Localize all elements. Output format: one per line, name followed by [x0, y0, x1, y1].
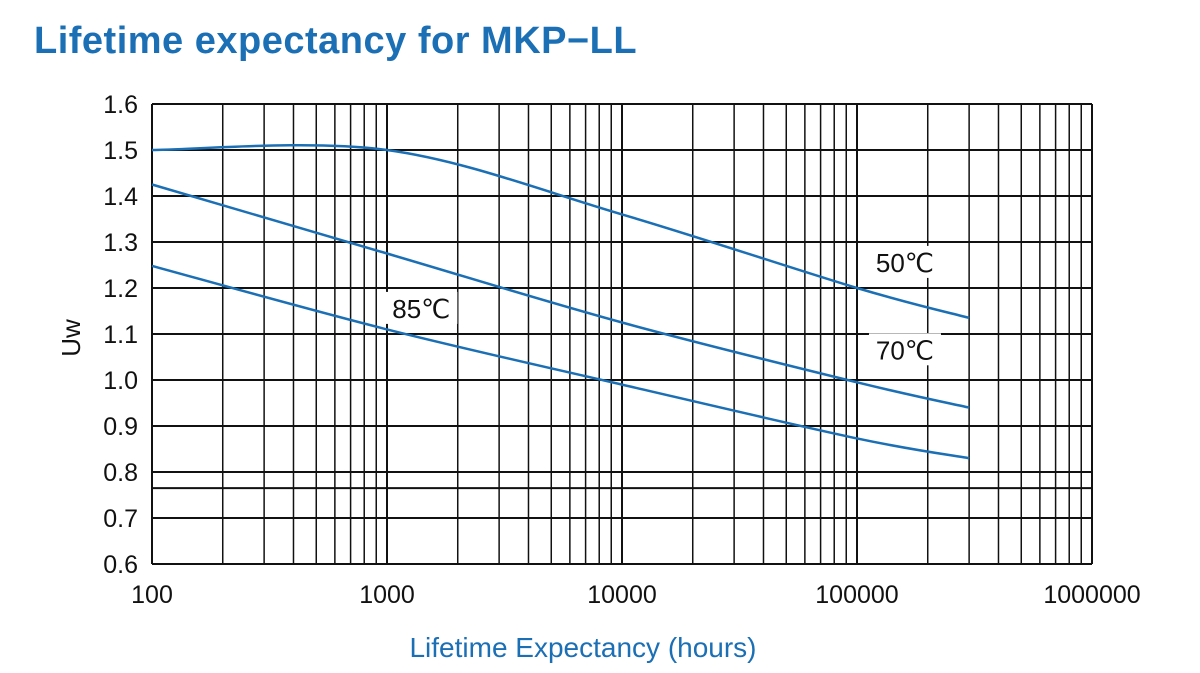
y-tick-label: 1.1 — [103, 321, 138, 349]
y-axis-label: Uw — [56, 319, 86, 357]
series-line-2 — [151, 264, 970, 460]
x-tick-label: 1000000 — [1043, 581, 1140, 609]
y-tick-label: 1.3 — [103, 229, 138, 257]
grid-lines — [151, 103, 1093, 565]
series-line-0 — [151, 143, 970, 320]
y-tick-labels: 1.6 1.5 1.4 1.3 1.2 1.1 1.0 0.9 0.8 0.7 0.6 — [103, 91, 138, 579]
y-tick-label: 0.9 — [103, 413, 138, 441]
y-tick-label: 0.8 — [103, 459, 138, 487]
chart-title: Lifetime expectancy for MKP−LL — [34, 20, 638, 62]
series-label-bg — [385, 291, 458, 324]
y-tick-label: 1.6 — [103, 91, 138, 119]
x-axis-label: Lifetime Expectancy (hours) — [409, 632, 756, 663]
y-tick-label: 0.7 — [103, 505, 138, 533]
y-tick-label: 0.6 — [103, 551, 138, 579]
y-tick-label: 1.5 — [103, 137, 138, 165]
series-label-1: 70℃ — [876, 335, 934, 365]
x-tick-label: 1000 — [359, 581, 415, 609]
x-tick-label: 100 — [131, 581, 173, 609]
series-label-bg — [868, 333, 941, 366]
x-tick-labels: 100 1000 10000 100000 1000000 — [131, 581, 1141, 609]
series-lines — [151, 143, 970, 460]
x-tick-label: 100000 — [815, 581, 898, 609]
series-label-bg — [868, 245, 941, 278]
series-labels: 50℃ 70℃ 85℃ — [392, 248, 934, 365]
series-label-0: 50℃ — [876, 248, 934, 278]
y-tick-label: 1.2 — [103, 275, 138, 303]
series-line-1 — [151, 183, 970, 409]
y-tick-label: 1.4 — [103, 183, 138, 211]
y-tick-label: 1.0 — [103, 367, 138, 395]
series-label-backgrounds — [385, 245, 941, 366]
series-label-2: 85℃ — [392, 294, 450, 324]
x-tick-label: 10000 — [587, 581, 657, 609]
